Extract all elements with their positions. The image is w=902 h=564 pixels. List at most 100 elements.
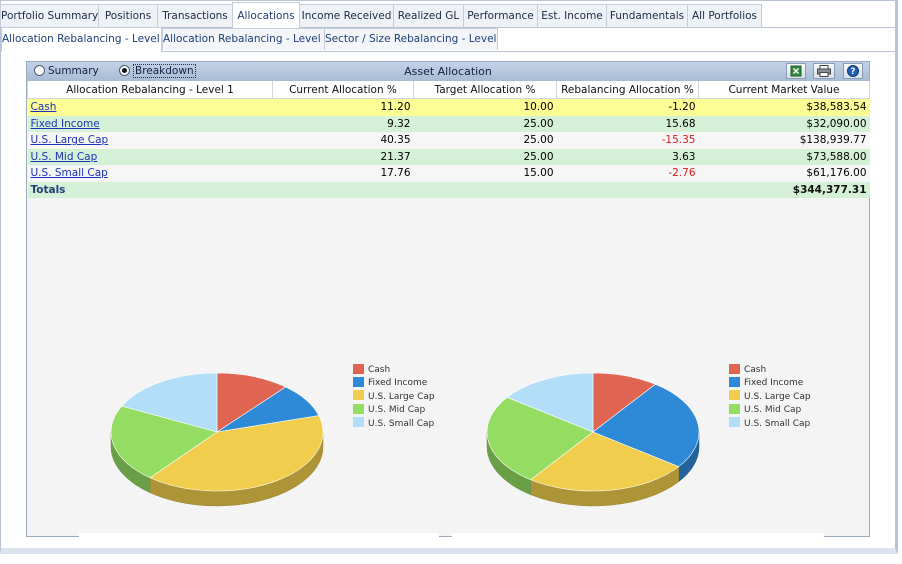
- category-link-us-mid-cap[interactable]: U.S. Mid Cap: [30, 150, 98, 163]
- help-icon[interactable]: ?: [843, 63, 863, 79]
- legend-label: U.S. Mid Cap: [744, 405, 802, 416]
- legend-label: Fixed Income: [368, 378, 428, 389]
- legend-label: U.S. Small Cap: [368, 418, 435, 429]
- legend-label: Cash: [368, 365, 391, 375]
- chart-base-right: [452, 533, 824, 538]
- legend-item-fixed-income[interactable]: Fixed Income: [729, 376, 811, 390]
- column-header[interactable]: Current Allocation %: [272, 81, 414, 99]
- summary-radio-label: Summary: [48, 65, 99, 77]
- target-allocation-cell: 10.00: [413, 98, 557, 116]
- legend-item-cash[interactable]: Cash: [729, 363, 811, 377]
- legend-label: Cash: [744, 365, 767, 375]
- legend-label: U.S. Mid Cap: [368, 405, 426, 416]
- pie-slice-u-s-mid-cap[interactable]: [110, 405, 218, 479]
- subtab-allocation-level-2[interactable]: Allocation Rebalancing - Level 2: [162, 28, 325, 50]
- category-link-cash[interactable]: Cash: [30, 101, 57, 114]
- pie-slice-u-s-mid-cap[interactable]: [486, 396, 594, 481]
- target-allocation-cell: 25.00: [413, 115, 557, 132]
- tab-all-portfolios[interactable]: All Portfolios: [687, 4, 762, 27]
- column-header[interactable]: Target Allocation %: [413, 81, 557, 99]
- summary-radio[interactable]: Summary: [34, 64, 99, 78]
- tab-transactions[interactable]: Transactions: [157, 4, 233, 27]
- target-allocation-pie: [486, 372, 700, 507]
- breakdown-radio-dot[interactable]: [119, 64, 130, 76]
- pie-slice-u-s-small-cap[interactable]: [506, 372, 594, 433]
- market-value-cell: $61,176.00: [698, 165, 870, 182]
- rebalancing-allocation-cell: 3.63: [556, 148, 699, 165]
- legend-swatch: [353, 376, 364, 387]
- totals-market-value: $344,377.31: [698, 181, 870, 198]
- legend-item-fixed-income[interactable]: Fixed Income: [353, 376, 435, 390]
- table-row: U.S. Mid Cap 21.37 25.00 3.63 $73,588.00: [27, 148, 870, 165]
- table-row: Fixed Income 9.32 25.00 15.68 $32,090.00: [27, 115, 870, 132]
- tab-portfolio-summary[interactable]: Portfolio Summary: [0, 4, 99, 27]
- pie-slice-u-s-large-cap[interactable]: [149, 415, 324, 492]
- legend-item-u-s-large-cap[interactable]: U.S. Large Cap: [353, 390, 435, 404]
- pie-slice-fixed-income[interactable]: [592, 383, 700, 468]
- target-allocation-cell: 25.00: [413, 132, 557, 149]
- market-value-cell: $32,090.00: [698, 115, 870, 132]
- rebalancing-allocation-cell: 15.68: [556, 115, 699, 132]
- rebalancing-allocation-cell: -15.35: [556, 132, 699, 149]
- breakdown-radio[interactable]: Breakdown: [119, 64, 196, 78]
- market-value-cell: $138,939.77: [698, 132, 870, 149]
- target-allocation-legend: Cash Fixed Income U.S. Large Cap U.S. Mid C…: [729, 363, 811, 431]
- tab-est-income[interactable]: Est. Income: [537, 4, 607, 27]
- legend-item-u-s-mid-cap[interactable]: U.S. Mid Cap: [353, 403, 435, 417]
- summary-radio-dot[interactable]: [34, 64, 45, 76]
- legend-swatch: [729, 403, 740, 414]
- totals-row: Totals $344,377.31: [27, 181, 870, 198]
- legend-swatch: [729, 376, 740, 387]
- legend-item-u-s-mid-cap[interactable]: U.S. Mid Cap: [729, 403, 811, 417]
- pie-slice-u-s-large-cap[interactable]: [530, 431, 680, 492]
- target-allocation-cell: 15.00: [413, 165, 557, 182]
- category-link-us-large-cap[interactable]: U.S. Large Cap: [30, 134, 109, 147]
- pie-slice-cash[interactable]: [216, 372, 287, 433]
- pie-slice-u-s-small-cap[interactable]: [121, 372, 218, 433]
- totals-label: Totals: [27, 181, 273, 198]
- current-allocation-cell: 40.35: [272, 132, 414, 149]
- subtab-sector-size-level-2[interactable]: Sector / Size Rebalancing - Level 2: [324, 28, 498, 50]
- column-header[interactable]: Current Market Value: [698, 81, 870, 99]
- column-header[interactable]: Rebalancing Allocation %: [556, 81, 699, 99]
- print-icon[interactable]: [813, 63, 835, 79]
- table-row: U.S. Small Cap 17.76 15.00 -2.76 $61,176…: [27, 165, 870, 182]
- target-allocation-cell: 25.00: [413, 148, 557, 165]
- current-allocation-legend: Cash Fixed Income U.S. Large Cap U.S. Mid C…: [353, 363, 435, 431]
- category-link-fixed-income[interactable]: Fixed Income: [30, 117, 100, 130]
- category-link-us-small-cap[interactable]: U.S. Small Cap: [30, 167, 108, 180]
- legend-item-u-s-large-cap[interactable]: U.S. Large Cap: [729, 390, 811, 404]
- breakdown-radio-label: Breakdown: [133, 64, 196, 78]
- allocation-pie-charts: [110, 372, 700, 507]
- legend-item-u-s-small-cap[interactable]: U.S. Small Cap: [353, 417, 435, 431]
- legend-label: U.S. Large Cap: [368, 391, 435, 402]
- main-tab-bar: Portfolio Summary Positions Transactions…: [0, 2, 898, 28]
- current-allocation-cell: 21.37: [272, 148, 414, 165]
- legend-swatch: [353, 417, 364, 428]
- tab-allocations[interactable]: Allocations: [232, 2, 300, 28]
- tab-performance[interactable]: Performance: [463, 4, 538, 27]
- current-allocation-cell: 9.32: [272, 115, 414, 132]
- current-allocation-pie: [110, 372, 324, 507]
- legend-label: U.S. Large Cap: [744, 391, 811, 402]
- excel-export-icon[interactable]: [786, 63, 806, 79]
- table-row: U.S. Large Cap 40.35 25.00 -15.35 $138,9…: [27, 132, 870, 149]
- tab-fundamentals[interactable]: Fundamentals: [606, 4, 688, 27]
- tab-realized-gl[interactable]: Realized GL: [393, 4, 464, 27]
- legend-swatch: [353, 390, 364, 401]
- table-header-row: Allocation Rebalancing - Level 1 Current…: [27, 81, 870, 99]
- legend-item-u-s-small-cap[interactable]: U.S. Small Cap: [729, 417, 811, 431]
- market-value-cell: $73,588.00: [698, 148, 870, 165]
- allocation-table: Allocation Rebalancing - Level 1 Current…: [27, 81, 870, 198]
- column-header[interactable]: Allocation Rebalancing - Level 1: [27, 81, 273, 99]
- tab-positions[interactable]: Positions: [98, 4, 158, 27]
- legend-swatch: [353, 363, 364, 374]
- legend-item-cash[interactable]: Cash: [353, 363, 435, 377]
- chart-base-left: [79, 533, 439, 538]
- sub-tab-bar: Allocation Rebalancing - Level 1 Allocat…: [0, 27, 898, 52]
- asset-allocation-panel: Asset Allocation Summary Breakdown ? All…: [26, 61, 870, 538]
- rebalancing-allocation-cell: -2.76: [556, 165, 699, 182]
- subtab-allocation-level-1[interactable]: Allocation Rebalancing - Level 1: [1, 27, 162, 52]
- current-allocation-cell: 11.20: [272, 98, 414, 116]
- tab-income-received[interactable]: Income Received: [299, 4, 394, 27]
